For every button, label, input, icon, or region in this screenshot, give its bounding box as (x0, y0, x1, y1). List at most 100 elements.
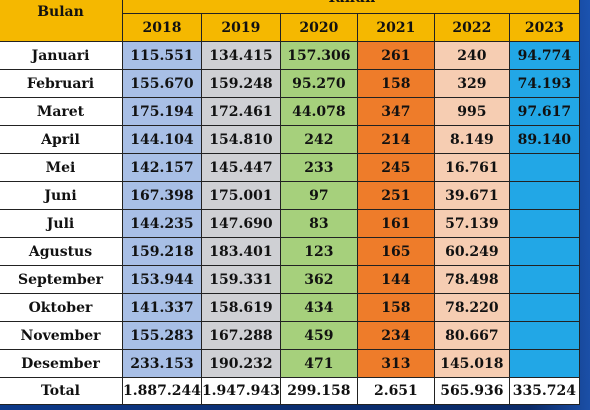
value-cell (508, 349, 580, 378)
total-cell: 1.887.244 (122, 377, 202, 405)
value-cell: 74.193 (508, 69, 580, 98)
month-cell: September (0, 265, 123, 294)
month-cell: Juni (0, 181, 123, 210)
value-cell: 471 (279, 349, 358, 378)
value-cell: 190.232 (200, 349, 281, 378)
value-cell: 158 (356, 69, 435, 98)
value-cell: 233 (279, 153, 358, 182)
value-cell: 175.001 (200, 181, 281, 210)
value-cell: 183.401 (200, 237, 281, 266)
value-cell: 144.104 (122, 125, 202, 154)
month-cell: April (0, 125, 123, 154)
value-cell: 175.194 (122, 97, 202, 126)
month-cell: Februari (0, 69, 123, 98)
table-row: September 153.944 159.331 362 144 78.498 (0, 265, 580, 294)
value-cell: 167.288 (200, 321, 281, 350)
total-cell: 335.724 (508, 377, 580, 405)
value-cell (508, 321, 580, 350)
value-cell: 134.415 (200, 41, 281, 70)
year-header: 2019 (200, 13, 281, 42)
value-cell: 154.810 (200, 125, 281, 154)
year-header: 2020 (279, 13, 358, 42)
value-cell: 240 (433, 41, 510, 70)
value-cell: 165 (356, 237, 435, 266)
value-cell: 123 (279, 237, 358, 266)
value-cell (508, 265, 580, 294)
value-cell: 995 (433, 97, 510, 126)
value-cell: 142.157 (122, 153, 202, 182)
value-cell: 167.398 (122, 181, 202, 210)
value-cell: 159.248 (200, 69, 281, 98)
value-cell: 214 (356, 125, 435, 154)
month-cell: November (0, 321, 123, 350)
value-cell: 161 (356, 209, 435, 238)
header-bulan: Bulan (0, 0, 123, 42)
table-row: Oktober 141.337 158.619 434 158 78.220 (0, 293, 580, 322)
value-cell: 78.498 (433, 265, 510, 294)
value-cell: 159.331 (200, 265, 281, 294)
month-cell: Maret (0, 97, 123, 126)
value-cell (508, 181, 580, 210)
value-cell: 158.619 (200, 293, 281, 322)
value-cell: 159.218 (122, 237, 202, 266)
value-cell: 141.337 (122, 293, 202, 322)
header-tahun: Tahun (122, 0, 580, 14)
value-cell: 234 (356, 321, 435, 350)
value-cell: 97.617 (508, 97, 580, 126)
table-row: Desember 233.153 190.232 471 313 145.018 (0, 349, 580, 378)
table-row: Februari 155.670 159.248 95.270 158 329 74.193 (0, 69, 580, 98)
value-cell: 60.249 (433, 237, 510, 266)
header-row-group: Bulan Tahun (0, 0, 580, 42)
value-cell: 57.139 (433, 209, 510, 238)
table-row: November 155.283 167.288 459 234 80.667 (0, 321, 580, 350)
table-row: Mei 142.157 145.447 233 245 16.761 (0, 153, 580, 182)
month-cell: Januari (0, 41, 123, 70)
value-cell: 153.944 (122, 265, 202, 294)
table-row: Juni 167.398 175.001 97 251 39.671 (0, 181, 580, 210)
value-cell: 242 (279, 125, 358, 154)
year-header: 2023 (508, 13, 580, 42)
value-cell: 97 (279, 181, 358, 210)
value-cell: 80.667 (433, 321, 510, 350)
table-row: April 144.104 154.810 242 214 8.149 89.140 (0, 125, 580, 154)
value-cell: 157.306 (279, 41, 358, 70)
value-cell: 233.153 (122, 349, 202, 378)
year-header: 2022 (433, 13, 510, 42)
month-cell: Juli (0, 209, 123, 238)
total-row: Total 1.887.244 1.947.943 299.158 2.651 565.9… (0, 377, 580, 405)
month-cell: Desember (0, 349, 123, 378)
value-cell (508, 293, 580, 322)
value-cell: 44.078 (279, 97, 358, 126)
value-cell: 155.283 (122, 321, 202, 350)
value-cell: 459 (279, 321, 358, 350)
total-cell: 1.947.943 (200, 377, 281, 405)
year-header: 2021 (356, 13, 435, 42)
value-cell: 16.761 (433, 153, 510, 182)
table-body: Januari 115.551 134.415 157.306 261 240 94.774… (0, 41, 580, 405)
value-cell: 362 (279, 265, 358, 294)
value-cell: 158 (356, 293, 435, 322)
total-cell: 2.651 (356, 377, 435, 405)
year-header: 2018 (122, 13, 202, 42)
table-row: Januari 115.551 134.415 157.306 261 240 94.774 (0, 41, 580, 70)
value-cell: 147.690 (200, 209, 281, 238)
value-cell: 144.235 (122, 209, 202, 238)
value-cell (508, 209, 580, 238)
value-cell: 434 (279, 293, 358, 322)
value-cell: 144 (356, 265, 435, 294)
value-cell: 8.149 (433, 125, 510, 154)
value-cell: 145.018 (433, 349, 510, 378)
table-row: Juli 144.235 147.690 83 161 57.139 (0, 209, 580, 238)
month-cell: Oktober (0, 293, 123, 322)
value-cell: 251 (356, 181, 435, 210)
data-table: Bulan Tahun 2018 2019 2020 2021 2022 202… (0, 0, 580, 405)
value-cell: 329 (433, 69, 510, 98)
value-cell (508, 153, 580, 182)
value-cell: 245 (356, 153, 435, 182)
value-cell: 347 (356, 97, 435, 126)
month-cell: Agustus (0, 237, 123, 266)
total-label: Total (0, 377, 123, 405)
value-cell: 95.270 (279, 69, 358, 98)
value-cell: 313 (356, 349, 435, 378)
value-cell: 78.220 (433, 293, 510, 322)
